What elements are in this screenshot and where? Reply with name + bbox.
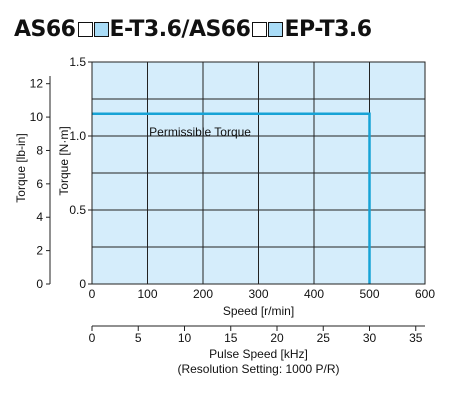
permissible-torque-curve (92, 112, 371, 284)
right-y-axis: 0 0.5 1.0 1.5 (69, 55, 92, 291)
secondary-x-tick-label: 10 (178, 331, 192, 345)
secondary-x-tick-label: 25 (317, 331, 331, 345)
x-tick-label: 300 (248, 287, 268, 301)
secondary-x-tick-label: 30 (363, 331, 377, 345)
secondary-x-axis: 0 5 10 15 20 25 30 35 (89, 325, 425, 345)
x-tick-label: 100 (137, 287, 157, 301)
y-left-tick-label: 8 (36, 143, 43, 157)
x-axis-label: Speed [r/min] (223, 304, 294, 318)
plot-frame (91, 61, 426, 285)
y-left-tick-label: 6 (36, 177, 43, 191)
x-axis: 0 100 200 300 400 500 600 (89, 287, 436, 301)
resolution-note: (Resolution Setting: 1000 P/R) (177, 362, 339, 376)
secondary-x-axis-label: Pulse Speed [kHz] (209, 347, 308, 361)
left-y-axis: 0 2 4 6 8 10 12 (30, 76, 51, 291)
y-right-tick-label: 1.0 (69, 129, 86, 143)
filled-square-icon (268, 21, 284, 37)
y-left-tick-label: 12 (30, 77, 44, 91)
title-part-2: E-T3.6/AS66 (109, 16, 251, 42)
title-part-1: AS66 (14, 16, 76, 42)
x-tick-label: 500 (359, 287, 379, 301)
y-left-tick-label: 10 (30, 110, 44, 124)
secondary-x-tick-label: 0 (89, 331, 96, 345)
title-part-3: EP-T3.6 (284, 16, 372, 42)
x-tick-label: 0 (89, 287, 96, 301)
y-axis-label-left: Torque [lb-in] (14, 133, 28, 202)
chart-title: AS66 E-T3.6/AS66 EP-T3.6 (14, 12, 372, 46)
y-right-tick-label: 0.5 (69, 203, 86, 217)
x-tick-label: 400 (304, 287, 324, 301)
filled-square-icon (93, 21, 109, 37)
y-left-tick-label: 2 (36, 244, 43, 258)
empty-square-icon (252, 21, 268, 37)
x-tick-label: 600 (415, 287, 435, 301)
y-axis-label-right: Torque [N·m] (57, 126, 71, 195)
y-left-tick-label: 0 (36, 277, 43, 291)
empty-square-icon (77, 21, 93, 37)
secondary-x-tick-label: 20 (270, 331, 284, 345)
secondary-x-tick-label: 35 (409, 331, 423, 345)
curve-annotation: Permissible Torque (149, 125, 251, 139)
y-left-tick-label: 4 (36, 210, 43, 224)
y-right-tick-label: 0 (79, 277, 86, 291)
secondary-x-tick-label: 5 (135, 331, 142, 345)
x-tick-label: 200 (193, 287, 213, 301)
secondary-x-tick-label: 15 (224, 331, 238, 345)
y-right-tick-label: 1.5 (69, 55, 86, 69)
